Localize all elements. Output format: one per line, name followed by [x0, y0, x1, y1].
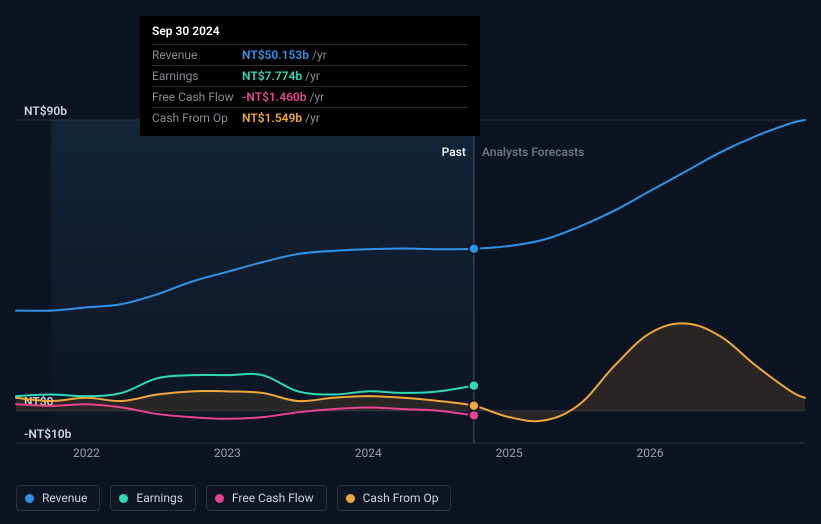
chart-legend: Revenue Earnings Free Cash Flow Cash From O… [16, 485, 451, 511]
tooltip-row: Cash From OpNT$1.549b/yr [152, 107, 468, 128]
chart-tooltip: Sep 30 2024 RevenueNT$50.153b/yrEarnings… [140, 16, 480, 136]
tooltip-row-unit: /yr [305, 111, 320, 125]
tooltip-row-label: Cash From Op [152, 111, 242, 125]
y-axis-label: -NT$10b [24, 427, 72, 441]
tooltip-row-value: -NT$1.460b [242, 90, 307, 104]
legend-label: Revenue [42, 491, 87, 505]
tooltip-row-label: Earnings [152, 69, 242, 83]
tooltip-row: EarningsNT$7.774b/yr [152, 65, 468, 86]
tooltip-row-value: NT$7.774b [242, 69, 302, 83]
x-axis-label: 2023 [214, 446, 241, 460]
legend-item-revenue[interactable]: Revenue [16, 485, 100, 511]
x-axis-label: 2025 [496, 446, 523, 460]
legend-item-free-cash-flow[interactable]: Free Cash Flow [206, 485, 327, 511]
forecast-label: Analysts Forecasts [482, 145, 584, 159]
tooltip-row-unit: /yr [305, 69, 320, 83]
y-axis-label: NT$90b [24, 104, 67, 118]
tooltip-row-unit: /yr [310, 90, 325, 104]
x-axis-label: 2022 [73, 446, 100, 460]
tooltip-row-label: Revenue [152, 48, 242, 62]
legend-label: Cash From Op [363, 491, 439, 505]
tooltip-row: Free Cash Flow-NT$1.460b/yr [152, 86, 468, 107]
tooltip-date: Sep 30 2024 [152, 24, 468, 38]
financials-chart: NT$90bNT$0-NT$10bPastAnalysts Forecasts2… [0, 0, 821, 524]
x-axis-label: 2026 [637, 446, 664, 460]
tooltip-row-value: NT$1.549b [242, 111, 302, 125]
tooltip-row: RevenueNT$50.153b/yr [152, 44, 468, 65]
legend-swatch [215, 494, 224, 503]
past-label: Past [442, 145, 466, 159]
legend-label: Free Cash Flow [232, 491, 314, 505]
tooltip-row-unit: /yr [312, 48, 327, 62]
legend-item-cash-from-op[interactable]: Cash From Op [337, 485, 452, 511]
legend-item-earnings[interactable]: Earnings [110, 485, 196, 511]
x-axis-label: 2024 [355, 446, 382, 460]
legend-swatch [119, 494, 128, 503]
legend-label: Earnings [136, 491, 183, 505]
legend-swatch [346, 494, 355, 503]
tooltip-row-label: Free Cash Flow [152, 90, 242, 104]
tooltip-row-value: NT$50.153b [242, 48, 309, 62]
legend-swatch [25, 494, 34, 503]
